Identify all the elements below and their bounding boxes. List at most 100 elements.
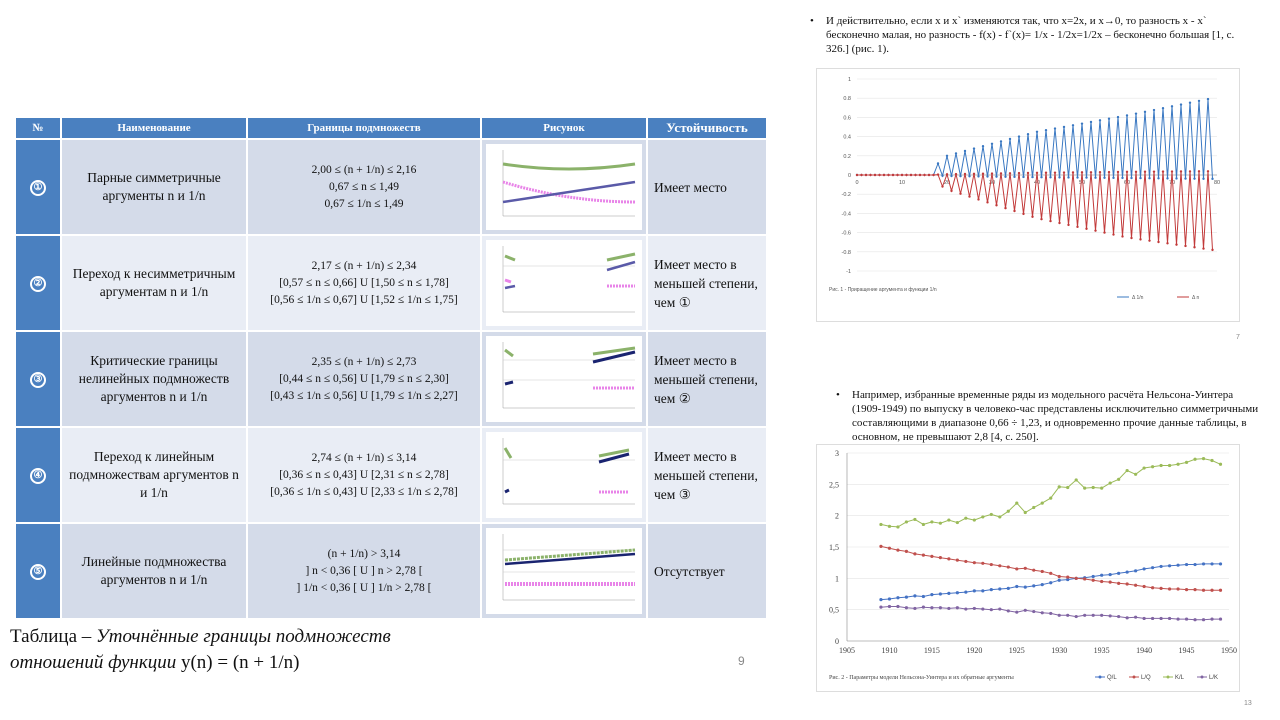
data-point [1049, 219, 1052, 223]
data-point [972, 147, 976, 150]
data-point [1201, 588, 1206, 592]
data-point [964, 559, 968, 564]
data-point [936, 173, 940, 176]
data-point [990, 172, 994, 175]
data-point [995, 204, 998, 207]
data-point [972, 172, 976, 176]
row-figure [480, 330, 648, 428]
data-point [989, 588, 993, 592]
data-point [1076, 176, 1079, 179]
data-point [972, 606, 976, 611]
data-point [1125, 570, 1129, 574]
data-point [1112, 176, 1115, 180]
data-point [904, 606, 909, 610]
data-point [1179, 170, 1183, 173]
data-point [1107, 170, 1111, 174]
series-line-k-l [880, 458, 1221, 528]
data-point [1076, 225, 1079, 229]
data-point [1184, 460, 1189, 464]
data-point [921, 594, 925, 599]
header-name: Наименование [60, 116, 248, 140]
data-point [981, 561, 985, 565]
data-point [1202, 177, 1205, 180]
data-point [964, 590, 968, 594]
data-point [1017, 135, 1021, 138]
data-point [860, 173, 863, 177]
x-tick-label: 10 [899, 180, 905, 186]
data-point [1032, 568, 1036, 572]
row-number: ③ [14, 330, 62, 428]
data-point [989, 562, 993, 567]
data-point [1085, 227, 1088, 230]
data-point [905, 173, 908, 177]
row-figure [480, 138, 648, 236]
data-point [1167, 463, 1172, 468]
data-point [1044, 128, 1048, 132]
row-bounds: 2,35 ≤ (n + 1/n) ≤ 2,73 [0,44 ≤ n ≤ 0,56]… [246, 330, 482, 428]
data-point [1210, 562, 1214, 566]
data-point [1091, 613, 1095, 617]
data-point [1125, 114, 1129, 117]
data-point [1201, 618, 1206, 622]
data-point [930, 606, 934, 610]
data-point [1142, 584, 1146, 589]
data-point [1049, 571, 1053, 575]
table-row: ⑤ Линейные подмножества аргументов n и 1… [14, 522, 768, 620]
data-point [891, 173, 895, 177]
data-point [1197, 170, 1201, 173]
table-row: ② Переход к несимметричным аргументам n … [14, 234, 768, 332]
data-point [1125, 582, 1129, 586]
legend-label: L/Q [1141, 675, 1151, 681]
data-point [1159, 463, 1163, 468]
y-tick-label: 0 [848, 173, 851, 179]
data-point [1117, 581, 1121, 585]
data-point [873, 173, 877, 177]
row-number: ④ [14, 426, 62, 524]
data-point [1151, 566, 1155, 570]
row-bounds: 2,17 ≤ (n + 1/n) ≤ 2,34 [0,57 ≤ n ≤ 0,66]… [246, 234, 482, 332]
data-point [936, 162, 940, 165]
row-name: Парные симметричные аргументы n и 1/n [60, 138, 248, 236]
data-point [1161, 170, 1165, 173]
data-point [1057, 574, 1061, 579]
data-point [887, 524, 892, 528]
data-point [1184, 562, 1189, 567]
data-point [1134, 583, 1138, 587]
data-point [1066, 613, 1070, 617]
table-header-row: № Наименование Границы подмножеств Рисун… [14, 116, 768, 140]
y-tick-label: 1 [835, 574, 839, 583]
data-point [1188, 101, 1192, 104]
data-point [1193, 246, 1196, 249]
data-point [1170, 105, 1174, 108]
data-point [1167, 616, 1172, 621]
data-point [986, 201, 989, 204]
row-stability: Имеет место в меньшей степени, чем ③ [646, 426, 768, 524]
data-point [1201, 562, 1206, 566]
data-point [1066, 485, 1070, 490]
x-tick-label: 60 [1124, 180, 1130, 186]
x-tick-label: 1950 [1221, 646, 1237, 655]
data-point [1049, 496, 1053, 500]
data-point [977, 175, 980, 178]
row-name: Переход к линейным подмножествам аргумен… [60, 426, 248, 524]
chart-1-frame: 1 0.8 0.6 0.4 0.2 0 -0.2 -0.4 -0.6 -0.8 -1 0 10 20 30 4… [816, 68, 1240, 322]
mini-chart-4 [486, 432, 642, 518]
y-tick-label: 1,5 [829, 543, 839, 552]
data-point [1015, 567, 1019, 571]
data-point [1031, 175, 1034, 179]
data-point [904, 595, 909, 599]
data-point [1008, 172, 1012, 175]
data-point [930, 593, 934, 597]
data-point [1117, 571, 1121, 575]
row-stability: Имеет место в меньшей степени, чем ① [646, 234, 768, 332]
data-point [1006, 609, 1010, 613]
data-point [1157, 177, 1160, 180]
y-tick-label: 0.6 [843, 115, 851, 121]
data-point [1080, 122, 1084, 125]
data-point [1074, 576, 1078, 580]
data-point [1193, 177, 1196, 180]
data-point [1143, 170, 1147, 173]
data-point [1210, 617, 1214, 621]
data-point [1098, 119, 1102, 122]
data-point [938, 521, 942, 525]
